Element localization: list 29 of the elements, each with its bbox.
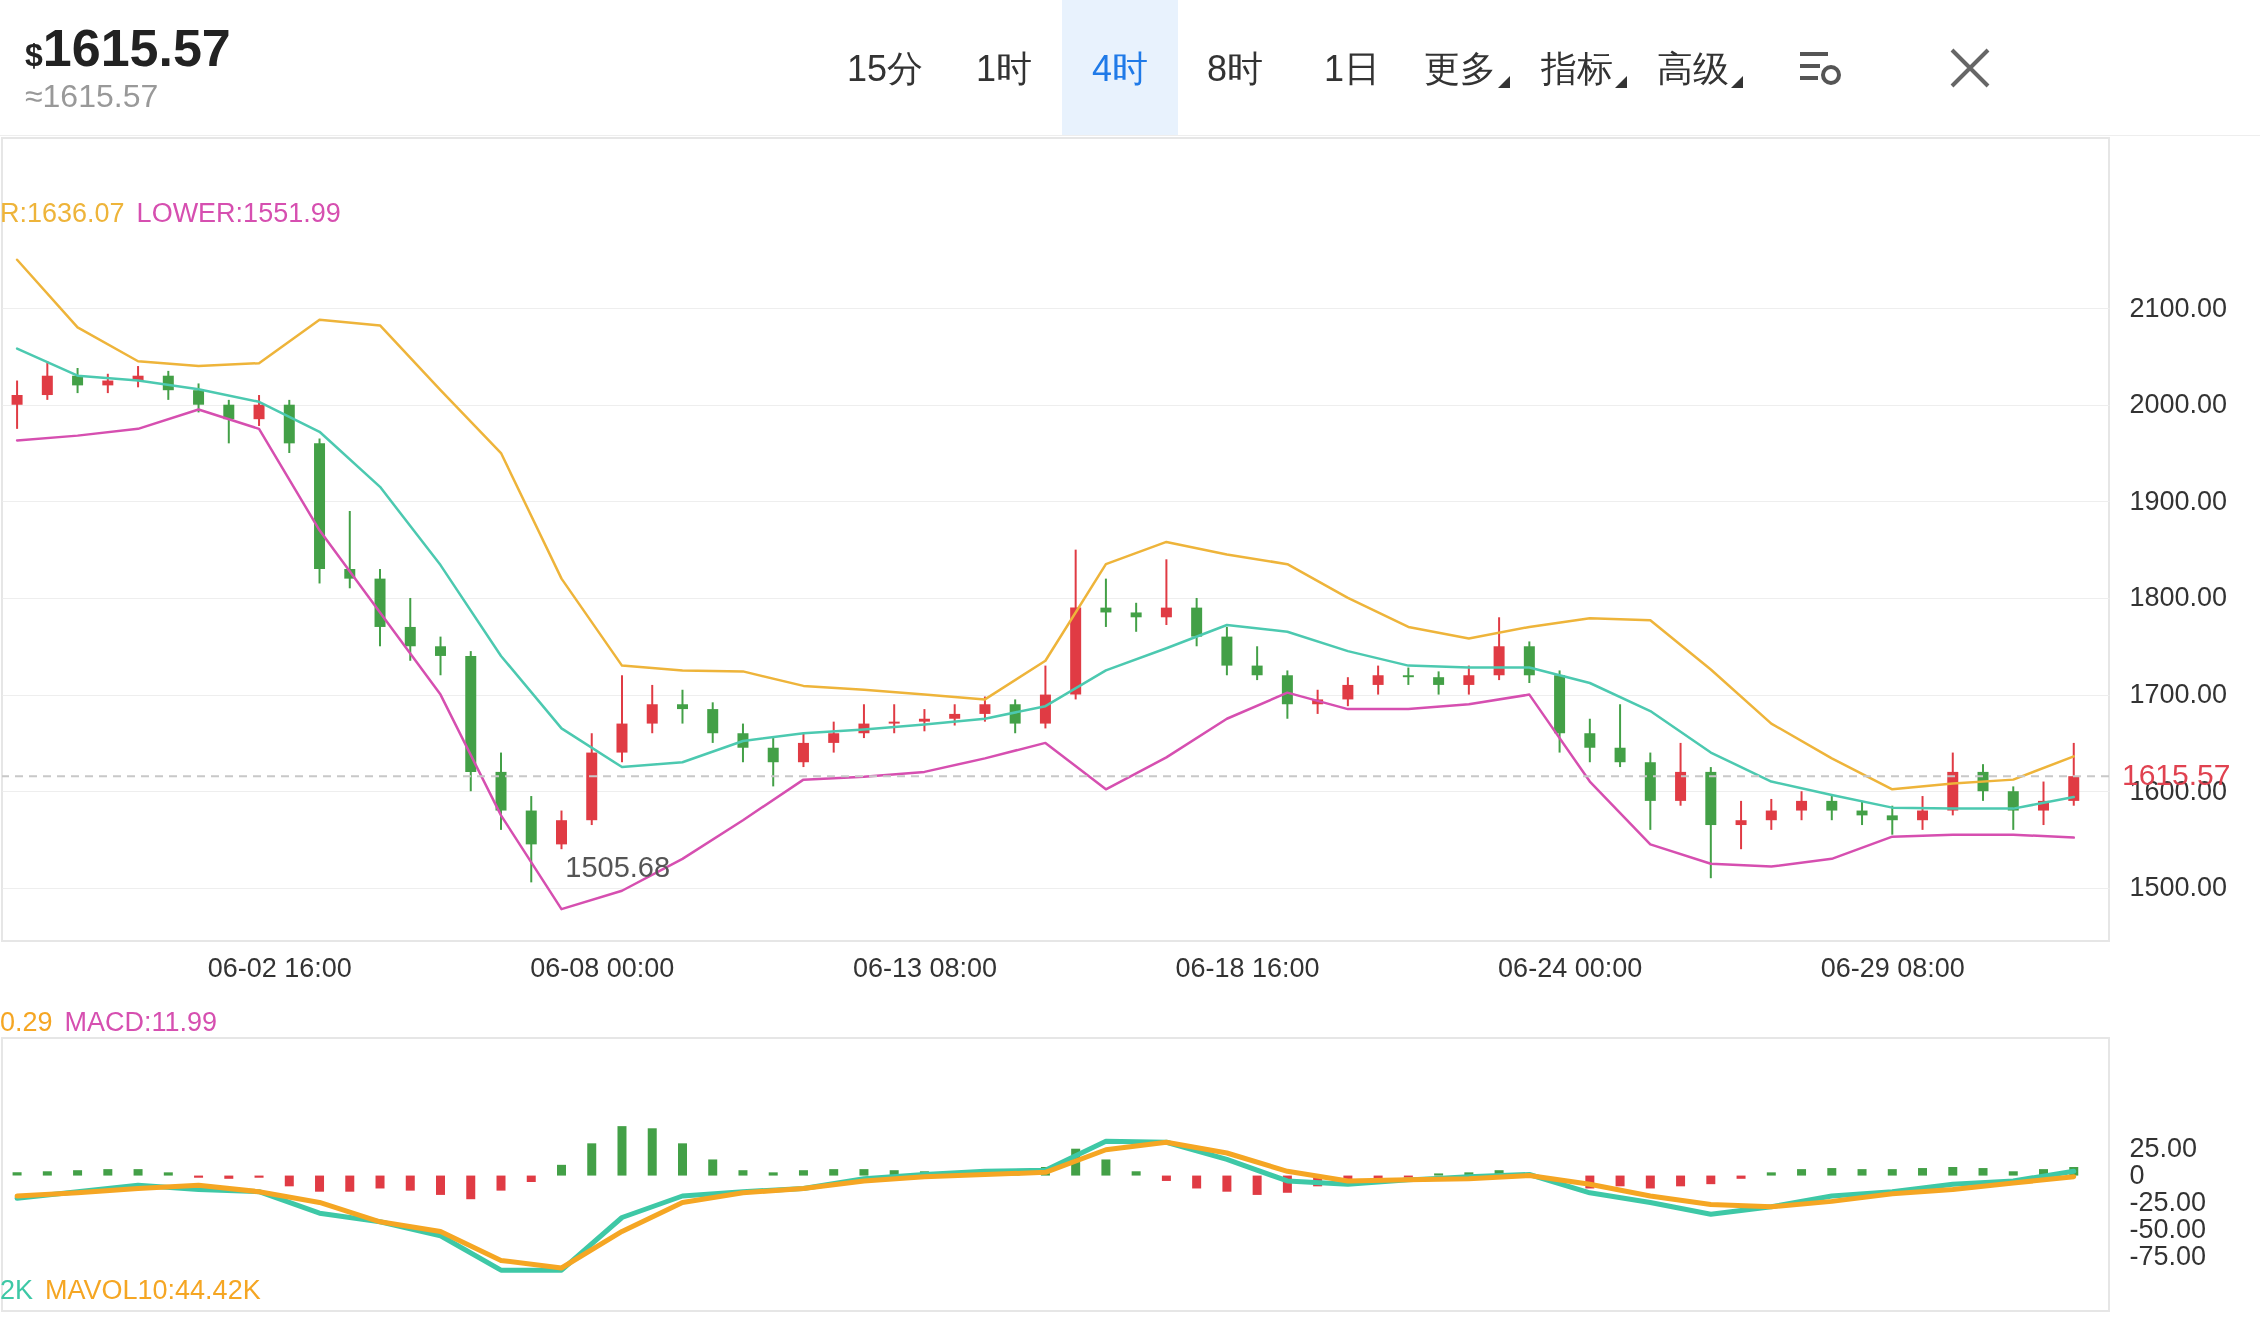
x-tick-label: 06-02 16:00 bbox=[207, 952, 352, 983]
x-tick-label: 06-13 08:00 bbox=[852, 952, 997, 983]
y-tick-label: 1800.00 bbox=[2129, 582, 2228, 613]
annotation: 1505.68 bbox=[565, 851, 671, 884]
y-tick-label: 2000.00 bbox=[2129, 389, 2228, 420]
annotation: 2K bbox=[0, 1275, 34, 1305]
text: 8时 bbox=[1206, 47, 1264, 91]
text: MACD:11.99 bbox=[64, 1007, 218, 1037]
text: 4时 bbox=[1091, 47, 1149, 91]
text: 0.29 bbox=[0, 1007, 53, 1037]
text: 高级 bbox=[1657, 47, 1729, 91]
y-tick-label: 1500.00 bbox=[2129, 872, 2228, 903]
x-tick-label: 06-24 00:00 bbox=[1498, 952, 1643, 983]
chart-subtitle: ≈1615.57 bbox=[25, 78, 159, 115]
annotation: MAVOL10:44.42K bbox=[45, 1275, 261, 1305]
y-tick-label: 1700.00 bbox=[2129, 679, 2228, 710]
series-label: R:1636.07 bbox=[0, 198, 125, 228]
text: 1时 bbox=[975, 47, 1033, 91]
text: 15分 bbox=[846, 47, 924, 91]
text: LOWER:1551.99 bbox=[136, 198, 341, 228]
x-tick-label: 06-18 16:00 bbox=[1175, 952, 1320, 983]
text: 更多 bbox=[1424, 47, 1496, 91]
x-tick-label: 06-08 00:00 bbox=[530, 952, 675, 983]
text: 1日 bbox=[1323, 47, 1381, 91]
text: 指标 bbox=[1541, 47, 1613, 91]
y-tick-label: 1900.00 bbox=[2129, 485, 2228, 516]
x-tick-label: 06-29 08:00 bbox=[1820, 952, 1965, 983]
chart-title: $1615.57 bbox=[25, 18, 231, 78]
y-tick-label: 2100.00 bbox=[2129, 292, 2228, 323]
